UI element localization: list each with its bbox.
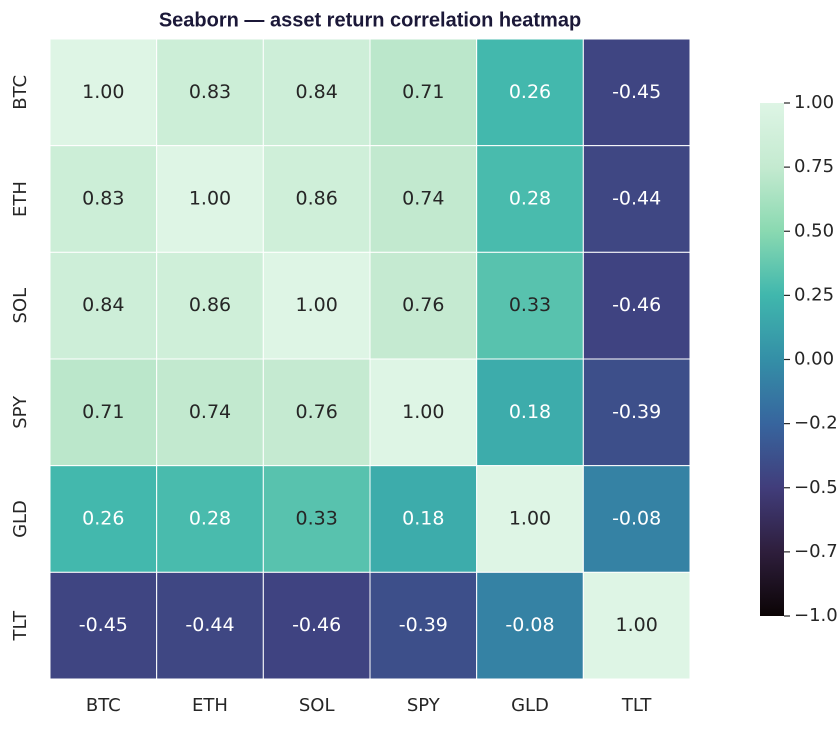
colorbar xyxy=(760,103,784,616)
x-tick-label: GLD xyxy=(511,695,549,716)
cell-label: -0.44 xyxy=(612,188,661,210)
cell-label: -0.08 xyxy=(612,508,661,530)
cell-label: -0.44 xyxy=(185,614,234,636)
cell-label: 0.86 xyxy=(189,294,231,316)
heatmap-cell xyxy=(156,38,264,147)
heatmap-cell xyxy=(49,251,158,360)
cell-label: -0.46 xyxy=(292,614,341,636)
cell-label: 0.26 xyxy=(509,81,551,103)
x-tick-label: ETH xyxy=(192,695,228,716)
cell-label: 0.18 xyxy=(509,401,551,423)
cell-label: 0.86 xyxy=(296,188,338,210)
heatmap-cell xyxy=(156,358,264,467)
heatmap-cell xyxy=(582,145,691,253)
heatmap-cell xyxy=(262,358,371,467)
colorbar-tick-label: −0.50 xyxy=(794,477,837,498)
cell-label: 0.28 xyxy=(189,508,231,530)
heatmap-cell xyxy=(369,358,478,467)
heatmap-cell xyxy=(476,38,584,147)
cell-label: 0.18 xyxy=(402,508,444,530)
cell-label: -0.46 xyxy=(612,294,661,316)
y-tick-label: TLT xyxy=(10,610,31,642)
cell-label: 0.84 xyxy=(296,81,338,103)
colorbar-tick-label: −1.00 xyxy=(794,605,837,626)
y-tick-label: SOL xyxy=(10,288,31,324)
y-tick-label: ETH xyxy=(10,181,31,217)
colorbar-tick-label: −0.25 xyxy=(794,413,837,434)
heatmap-cell xyxy=(476,251,584,360)
colorbar-tick-label: 0.00 xyxy=(794,349,834,370)
y-tick-label: BTC xyxy=(10,75,31,110)
cell-label: 0.71 xyxy=(82,401,124,423)
heatmap-cell xyxy=(49,571,158,680)
cell-label: 0.76 xyxy=(402,294,444,316)
cell-label: 1.00 xyxy=(82,81,124,103)
heatmap-cell xyxy=(262,251,371,360)
heatmap-cell xyxy=(582,358,691,467)
heatmap-cell xyxy=(369,571,478,680)
cell-label: 1.00 xyxy=(402,401,444,423)
colorbar-tick-label: −0.75 xyxy=(794,541,837,562)
heatmap-cell xyxy=(49,38,158,147)
heatmap-cell xyxy=(49,465,158,573)
x-tick-label: BTC xyxy=(86,695,121,716)
y-tick-label: GLD xyxy=(10,500,31,538)
cell-label: 1.00 xyxy=(189,188,231,210)
cell-label: -0.45 xyxy=(79,614,128,636)
x-tick-label: SOL xyxy=(299,695,335,716)
heatmap-cell xyxy=(582,251,691,360)
cell-label: -0.08 xyxy=(505,614,554,636)
colorbar-tick-label: 0.25 xyxy=(794,284,834,305)
heatmap-cell xyxy=(476,358,584,467)
cell-label: -0.39 xyxy=(612,401,661,423)
x-tick-label: SPY xyxy=(407,695,441,716)
heatmap-cell xyxy=(262,465,371,573)
cell-label: 1.00 xyxy=(509,508,551,530)
chart-title: Seaborn — asset return correlation heatm… xyxy=(159,9,581,31)
heatmap-cell xyxy=(582,38,691,147)
cell-label: 0.71 xyxy=(402,81,444,103)
cell-label: 0.33 xyxy=(296,508,338,530)
cell-label: 0.83 xyxy=(189,81,231,103)
cell-label: 0.74 xyxy=(189,401,231,423)
cell-label: -0.39 xyxy=(399,614,448,636)
cell-label: 0.74 xyxy=(402,188,444,210)
heatmap-cell xyxy=(49,358,158,467)
heatmap-cell xyxy=(582,465,691,573)
heatmap-cell xyxy=(156,251,264,360)
cell-label: 0.28 xyxy=(509,188,551,210)
heatmap-cell xyxy=(476,571,584,680)
heatmap-cell xyxy=(582,571,691,680)
cell-label: 1.00 xyxy=(616,614,658,636)
heatmap-cell xyxy=(156,145,264,253)
colorbar-tick-label: 0.50 xyxy=(794,220,834,241)
heatmap-cell xyxy=(369,38,478,147)
colorbar-tick-label: 1.00 xyxy=(794,92,834,113)
cell-label: 0.26 xyxy=(82,508,124,530)
cell-label: 1.00 xyxy=(296,294,338,316)
heatmap-cell xyxy=(262,38,371,147)
cell-label: 0.84 xyxy=(82,294,124,316)
heatmap-cell xyxy=(476,465,584,573)
heatmap-cell xyxy=(369,251,478,360)
heatmap-cell xyxy=(369,145,478,253)
cell-label: 0.76 xyxy=(296,401,338,423)
cell-label: 0.33 xyxy=(509,294,551,316)
y-tick-label: SPY xyxy=(10,395,31,429)
cell-label: 0.83 xyxy=(82,188,124,210)
cell-label: -0.45 xyxy=(612,81,661,103)
heatmap-cell xyxy=(369,465,478,573)
colorbar-tick-label: 0.75 xyxy=(794,156,834,177)
x-tick-label: TLT xyxy=(621,695,653,716)
